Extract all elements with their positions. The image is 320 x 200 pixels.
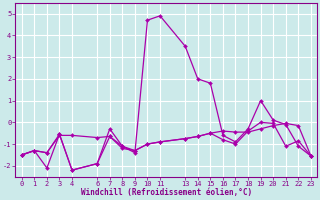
X-axis label: Windchill (Refroidissement éolien,°C): Windchill (Refroidissement éolien,°C) — [81, 188, 252, 197]
